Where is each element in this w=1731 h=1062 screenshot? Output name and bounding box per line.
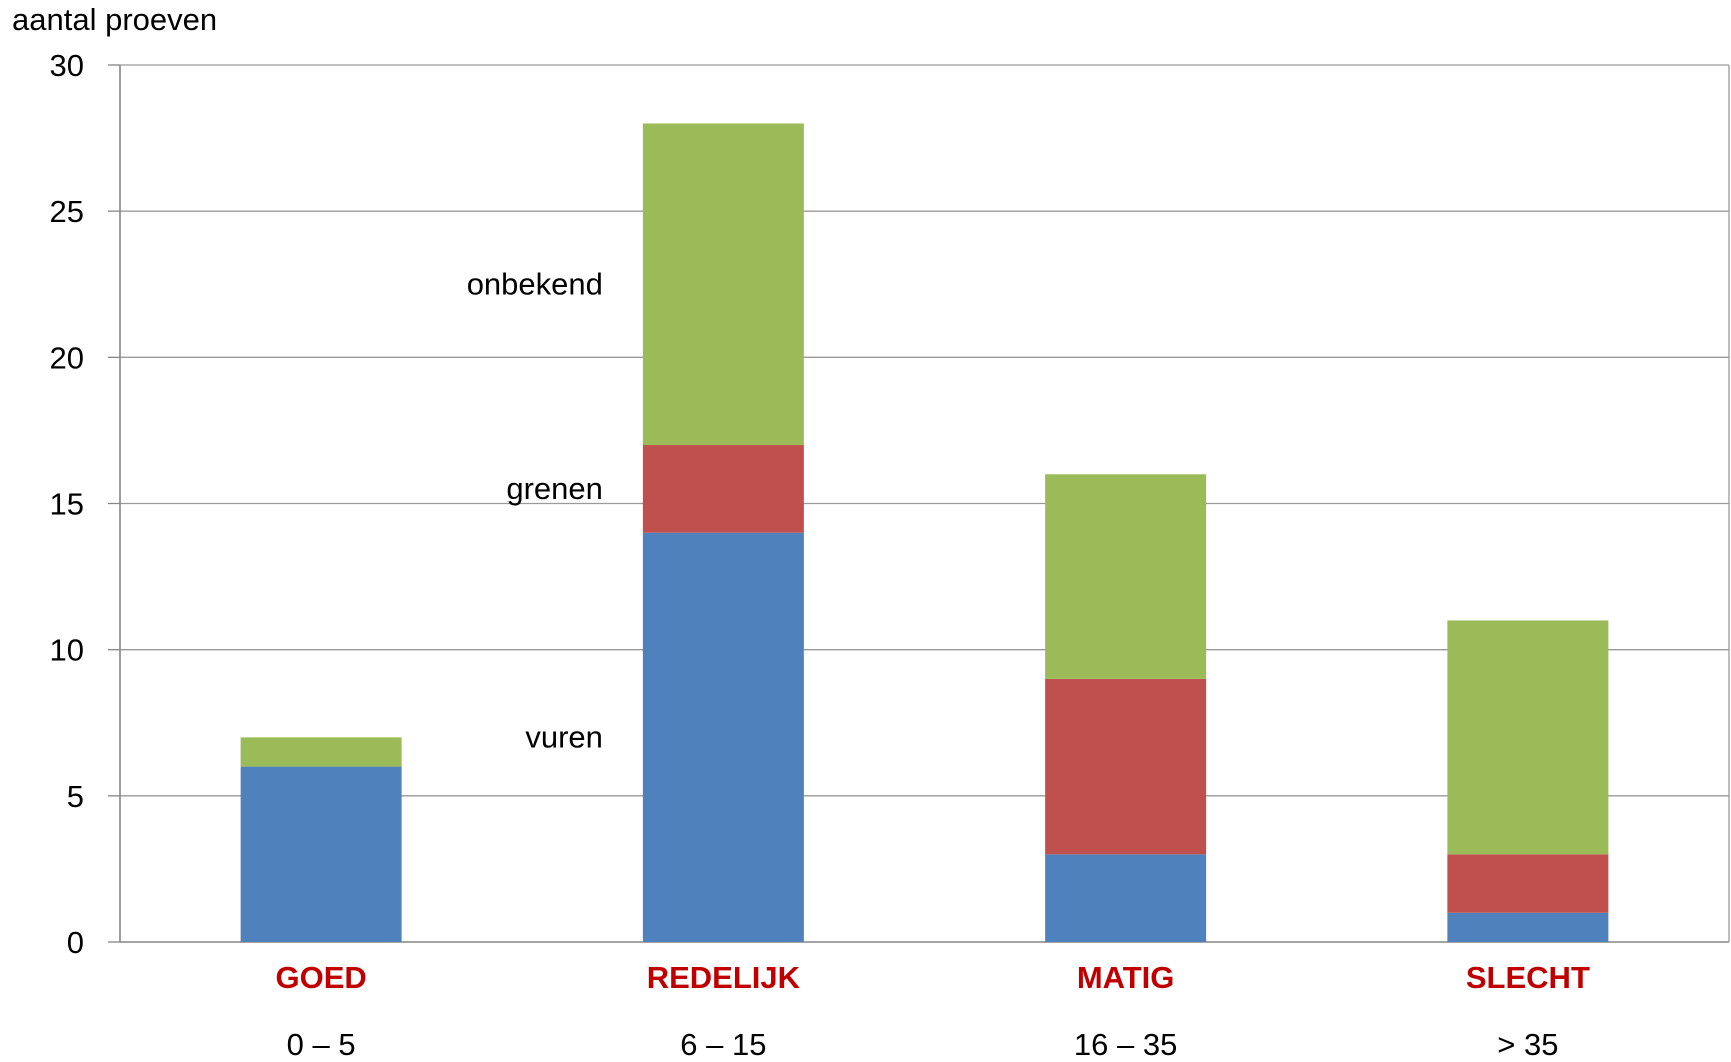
bar-segment-vuren: [642, 532, 804, 942]
bar-segment-vuren: [1447, 912, 1609, 942]
bar-segment-grenen: [1045, 678, 1207, 855]
bar-segment-onbekend: [1447, 620, 1609, 855]
inline-legend: vuren grenen onbekend: [467, 266, 603, 754]
bar-segment-onbekend: [240, 737, 402, 767]
category-range-label: > 35: [1497, 1027, 1558, 1062]
x-category-labels: GOED 0 – 5 REDELIJK 6 – 15 MATIG 16 – 35 SLECH…: [275, 960, 1589, 1062]
category-label: SLECHT: [1466, 960, 1590, 995]
y-tick-label: 10: [50, 633, 84, 668]
y-tick-label: 5: [67, 779, 84, 814]
category-label: MATIG: [1077, 960, 1175, 995]
category-range-label: 0 – 5: [287, 1027, 356, 1062]
y-tick-label: 25: [50, 194, 84, 229]
y-tick-labels: 0 5 10 15 20 25 30: [50, 48, 84, 960]
legend-label-grenen: grenen: [506, 471, 603, 506]
category-range-label: 16 – 35: [1074, 1027, 1177, 1062]
legend-label-vuren: vuren: [525, 719, 603, 754]
category-range-label: 6 – 15: [680, 1027, 766, 1062]
bar-segment-grenen: [642, 445, 804, 533]
bar-segment-vuren: [1045, 854, 1207, 942]
category-label: REDELIJK: [647, 960, 801, 995]
bar-stacks: [240, 123, 1609, 942]
y-tick-label: 20: [50, 340, 84, 375]
bar-segment-onbekend: [642, 123, 804, 446]
y-axis-title: aantal proeven: [12, 2, 218, 37]
legend-label-onbekend: onbekend: [467, 266, 603, 301]
bar-segment-grenen: [1447, 854, 1609, 913]
y-tick-label: 0: [67, 925, 84, 960]
category-label: GOED: [275, 960, 366, 995]
bar-segment-vuren: [240, 766, 402, 942]
y-tick-label: 30: [50, 48, 84, 83]
y-tick-label: 15: [50, 487, 84, 522]
bar-segment-onbekend: [1045, 474, 1207, 679]
